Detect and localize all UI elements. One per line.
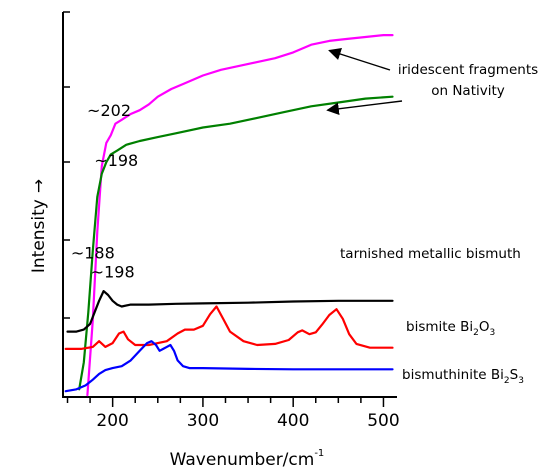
series-line-2 <box>78 95 394 391</box>
x-axis-title-superscript: -1 <box>314 448 324 459</box>
x-tick-label: 500 <box>367 411 399 431</box>
series-line-4 <box>64 305 394 350</box>
callout-arrow <box>326 100 403 116</box>
series-label-bismite: bismite Bi2O3 <box>406 319 495 338</box>
peak-annotation: ~188 <box>71 243 115 262</box>
bismuthinite-name: bismuthinite Bi <box>402 367 504 383</box>
series-line-5 <box>64 340 394 393</box>
series-layer <box>64 33 394 397</box>
y-axis-title-text: Intensity <box>29 199 49 273</box>
peak-annotation: ~202 <box>87 101 131 120</box>
callout-arrows <box>326 47 403 116</box>
callout-line-1: iridescent fragments <box>398 62 538 78</box>
callout-arrow <box>328 47 391 71</box>
x-axis-title-text: Wavenumber/cm <box>170 450 315 470</box>
series-label-bismuthinite: bismuthinite Bi2S3 <box>402 367 524 386</box>
bismite-mid: O <box>479 319 490 335</box>
series-line-1 <box>86 33 394 397</box>
y-axis-title-arrow: → <box>29 179 49 193</box>
bismuthinite-sub-2: 3 <box>518 376 524 386</box>
series-label-tarnished-bismuth: tarnished metallic bismuth <box>340 246 521 262</box>
peak-annotations: ~202~198~188~198 <box>71 101 138 282</box>
bismite-sub-1: 2 <box>473 328 479 338</box>
bismite-name: bismite Bi <box>406 319 473 335</box>
peak-annotation: ~198 <box>94 151 138 170</box>
y-axis-title: Intensity → <box>29 179 49 273</box>
x-tick-label: 300 <box>187 411 219 431</box>
series-line-3 <box>66 290 394 333</box>
peak-annotation: ~198 <box>91 263 135 282</box>
x-ticks <box>66 397 385 407</box>
bismite-sub-2: 3 <box>490 328 496 338</box>
bismuthinite-sub-1: 2 <box>504 376 510 386</box>
x-tick-label: 400 <box>277 411 309 431</box>
x-tick-labels: 200 300 400 500 <box>96 411 399 431</box>
x-tick-label: 200 <box>96 411 128 431</box>
x-axis-title: Wavenumber/cm-1 <box>170 448 325 470</box>
bismuthinite-mid: S <box>510 367 519 383</box>
callout-line-2: on Nativity <box>431 83 505 99</box>
axes <box>62 11 397 398</box>
